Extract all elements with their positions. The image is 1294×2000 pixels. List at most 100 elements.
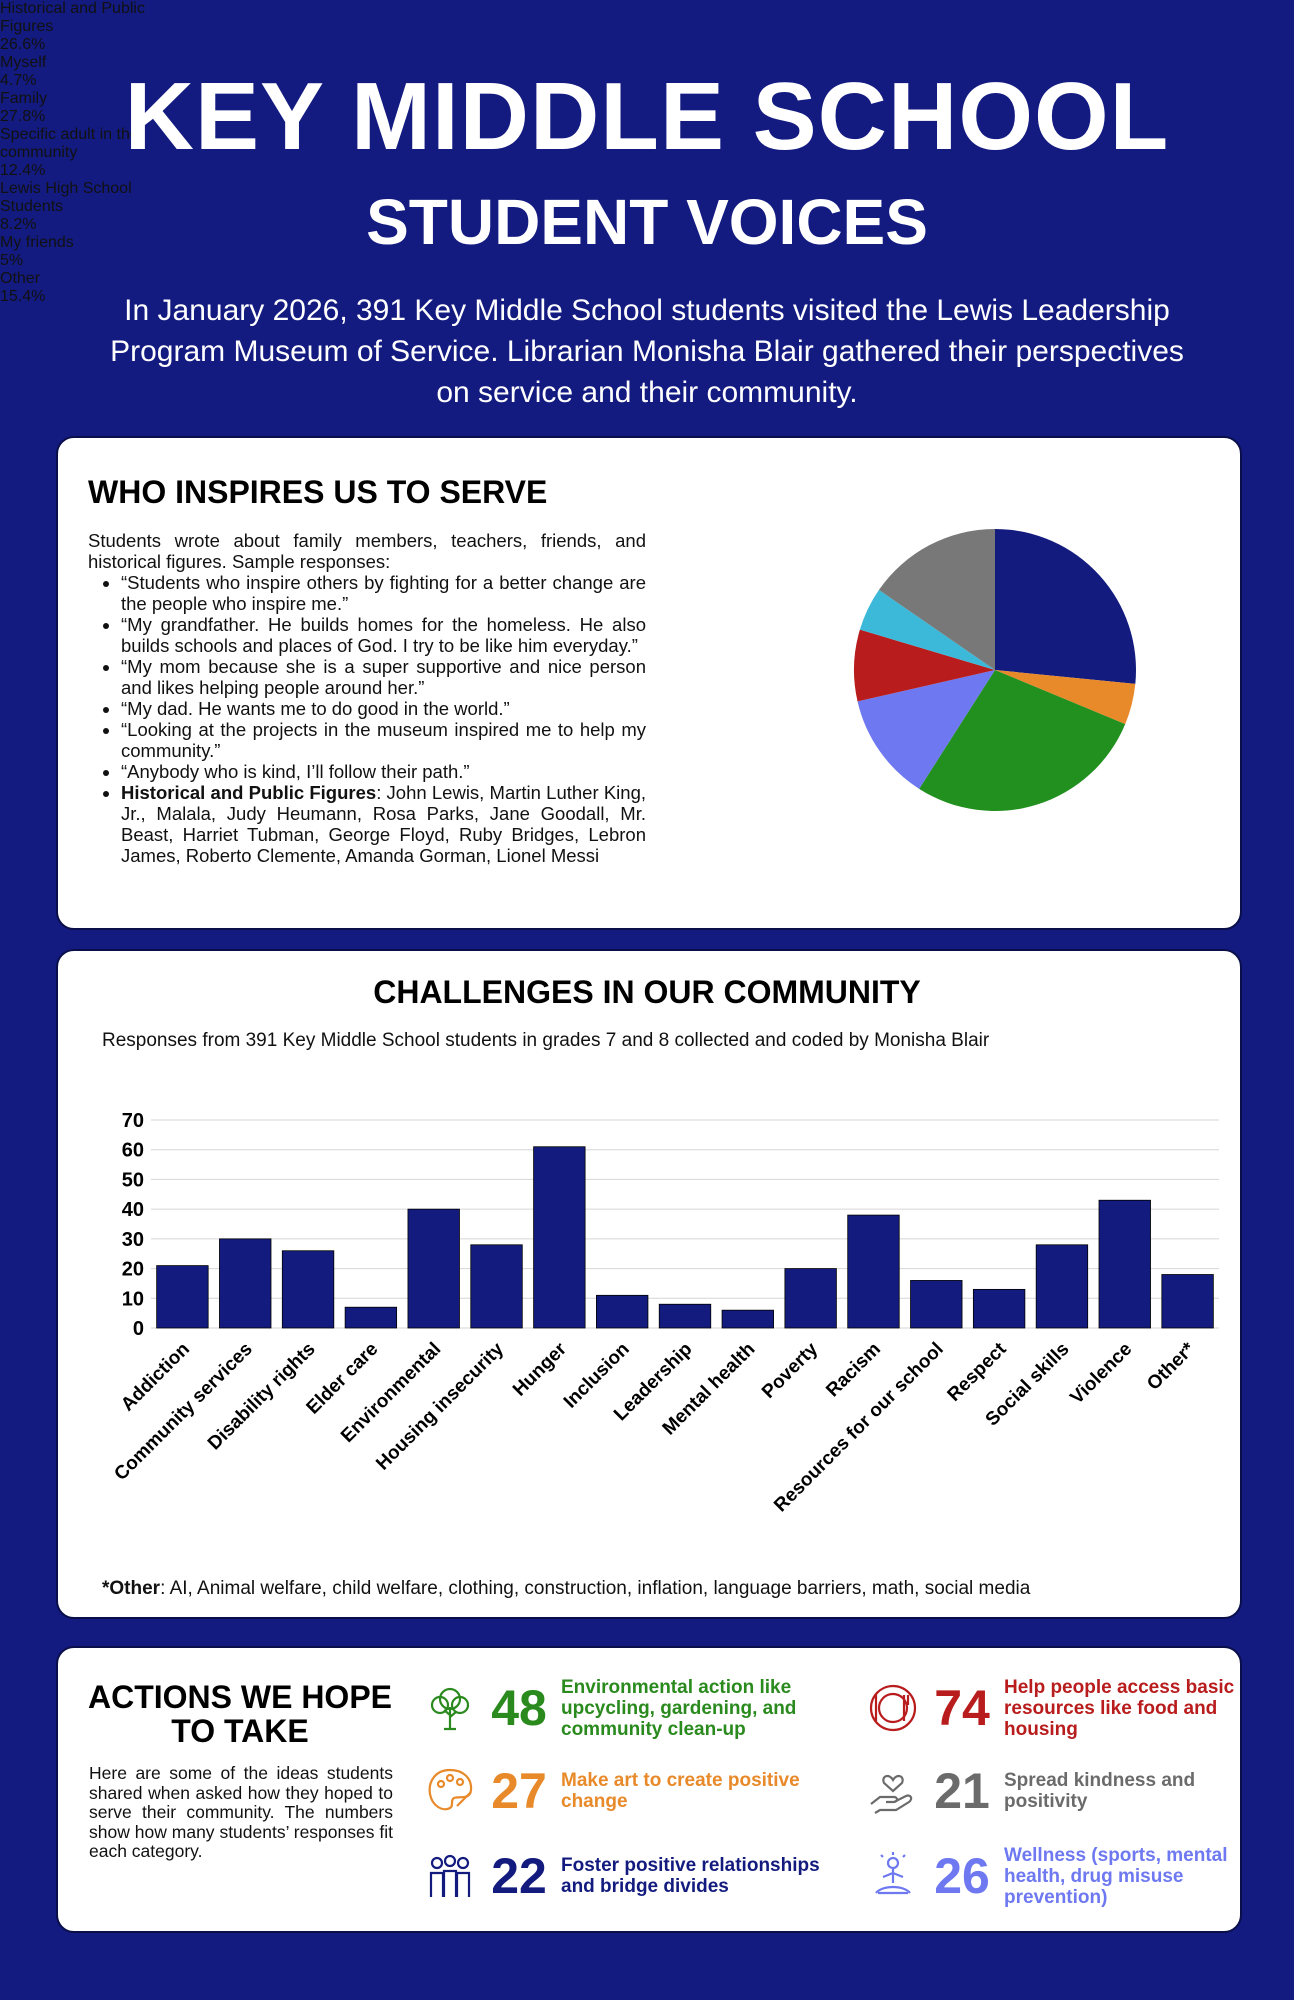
icon-part (874, 1695, 910, 1721)
action-item: 48 Environmental action like upcycling, g… (423, 1675, 831, 1741)
page-subtitle: STUDENT VOICES (366, 186, 928, 258)
bar (344, 1306, 398, 1329)
y-tick-label: 40 (122, 1199, 144, 1221)
action-label: Foster positive relationships and bridge… (561, 1855, 820, 1897)
x-tick-label: Other* (1143, 1338, 1199, 1394)
bar (910, 1280, 963, 1329)
section-title: WHO INSPIRES US TO SERVE (88, 474, 548, 510)
pie-slice (857, 670, 995, 789)
action-count: 26 (934, 1848, 990, 1904)
bar (533, 1146, 586, 1329)
action-item: 21 Spread kindness and positivity (866, 1758, 1274, 1824)
icon-part (443, 1707, 457, 1731)
quote: “My dad. He wants me to do good in the w… (121, 698, 646, 719)
quote-list: “Students who inspire others by fighting… (88, 572, 646, 866)
pie-label: Myself 4.7% (0, 54, 80, 90)
icon-part (882, 1774, 904, 1793)
y-tick-label: 0 (133, 1318, 144, 1340)
inspire-intro: Students wrote about family members, tea… (88, 530, 646, 572)
action-label: Make art to create positive change (561, 1770, 800, 1812)
bar (847, 1214, 900, 1329)
action-icon (869, 1684, 917, 1732)
figures-text: : John Lewis, Martin Luther King, Jr., M… (121, 782, 646, 866)
x-tick-label: Disability rights (204, 1339, 320, 1455)
pie-category: Specific adult in the community (0, 126, 139, 161)
pie-value-label: 12.4% (0, 162, 46, 179)
actions-text: Here are some of the ideas students shar… (89, 1763, 393, 1861)
action-label: Help people access basic resources like … (1004, 1676, 1235, 1740)
pie-slice (995, 670, 1136, 725)
icon-part (875, 1852, 911, 1895)
pie-category: My friends (0, 234, 74, 251)
action-item: 22 Foster positive relationships and brid… (423, 1843, 831, 1909)
quote: “My mom because she is a super supportiv… (121, 656, 646, 698)
action-count: 22 (491, 1848, 547, 1904)
x-tick-label: Hunger (509, 1338, 571, 1400)
action-icon (429, 1854, 471, 1897)
chart-subtitle: Responses from 391 Key Middle School stu… (102, 1030, 990, 1051)
pie-category: Myself (0, 54, 47, 71)
icon-part (443, 1854, 457, 1868)
pie-value-label: 15.4% (0, 288, 46, 305)
action-count: 27 (491, 1763, 547, 1819)
icon-part (456, 1791, 472, 1807)
y-tick-label: 10 (122, 1288, 144, 1310)
x-tick-label: Racism (822, 1339, 885, 1402)
action-icon (870, 1774, 913, 1814)
action-item: 74 Help people access basic resources lik… (866, 1675, 1274, 1741)
icon-part (886, 1856, 900, 1870)
icon-part (870, 1794, 913, 1814)
bar (1161, 1274, 1214, 1329)
action-icon (430, 1687, 470, 1731)
action-count: 48 (491, 1680, 547, 1736)
action-item: 26 Wellness (sports, mental health, drug … (866, 1843, 1274, 1909)
pie-category: Lewis High School Students (0, 180, 132, 215)
figures-label: Historical and Public Figures (121, 782, 377, 803)
quote: “My grandfather. He builds homes for the… (121, 614, 646, 656)
pie-slice (859, 589, 995, 670)
section-title: ACTIONS WE HOPE TO TAKE (87, 1679, 392, 1749)
y-tick-label: 20 (122, 1259, 144, 1281)
action-icon (875, 1852, 911, 1895)
bar (219, 1238, 272, 1329)
icon-part (428, 1768, 473, 1811)
chart-title: CHALLENGES IN OUR COMMUNITY (373, 974, 921, 1010)
page-title: KEY MIDDLE SCHOOL (124, 63, 1170, 170)
pie-labels: Historical and Public Figures 26.6% Myself… (0, 0, 1294, 306)
action-icon (428, 1768, 473, 1811)
bar (407, 1208, 460, 1329)
x-tick-label: Housing insecurity (372, 1338, 508, 1474)
icon-part (869, 1684, 917, 1732)
bar (596, 1294, 649, 1329)
icon-part (450, 1695, 470, 1715)
intro: In January 2026, 391 Key Middle School s… (110, 294, 1184, 409)
pie-label: Lewis High School Students 8.2% (0, 180, 170, 234)
action-label: Wellness (sports, mental health, drug mi… (1004, 1844, 1228, 1908)
pie-label: Family 27.8% (0, 90, 90, 126)
action-count: 21 (934, 1763, 990, 1819)
pie-category: Other (0, 270, 41, 287)
action-count: 74 (934, 1680, 990, 1736)
quote: “Looking at the projects in the museum i… (121, 719, 646, 761)
pie-value-label: 4.7% (0, 72, 37, 89)
y-tick-label: 30 (122, 1229, 144, 1251)
actions-panel (56, 1646, 1242, 1933)
bar (156, 1265, 209, 1329)
icon-part (430, 1856, 444, 1870)
pie-label: Historical and Public Figures 26.6% (0, 0, 150, 54)
bar (281, 1250, 335, 1329)
pie-label: Specific adult in the community 12.4% (0, 126, 170, 180)
figures: Historical and Public Figures: John Lewi… (121, 782, 646, 866)
bar (470, 1244, 523, 1329)
pie-category: Historical and Public Figures (0, 0, 145, 35)
footnote-label: *Other (102, 1578, 161, 1599)
pie-value-label: 5% (0, 252, 24, 269)
pie-value-label: 8.2% (0, 216, 37, 233)
pie-slice (878, 529, 995, 670)
bar (1035, 1244, 1089, 1329)
bar (784, 1268, 837, 1329)
y-tick-label: 50 (122, 1169, 144, 1191)
pie-value-label: 27.8% (0, 108, 46, 125)
